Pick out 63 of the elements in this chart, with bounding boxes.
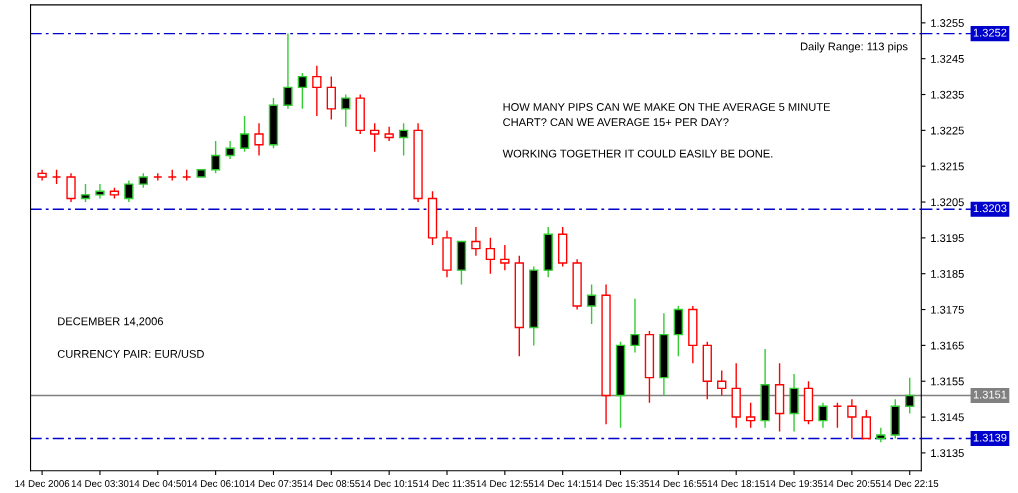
x-tick-label: 14 Dec 12:55	[476, 480, 534, 487]
candlestick	[500, 244, 510, 271]
candlestick	[745, 402, 756, 429]
x-tick-label: 14 Dec 07:35	[245, 480, 302, 487]
ref-line-label: 1.3139	[973, 433, 1007, 442]
x-tick-label: 14 Dec 08:55	[303, 480, 360, 487]
candlestick	[95, 183, 105, 200]
candlestick	[485, 237, 496, 275]
x-tick-label: 14 Dec 20:55	[823, 480, 881, 487]
y-tick-label: 1.3225	[931, 126, 964, 135]
candlestick	[847, 398, 857, 440]
candlestick	[124, 179, 134, 203]
annotation: CURRENCY PAIR: EUR/USD	[57, 349, 204, 358]
candlestick	[283, 32, 293, 110]
candlestick	[341, 93, 351, 128]
annotation: Daily Range: 113 pips	[800, 42, 908, 53]
ref-line-label: 1.3203	[973, 204, 1007, 213]
candlestick	[326, 75, 336, 121]
candlestick	[239, 115, 250, 153]
x-tick-label: 14 Dec 2006	[15, 480, 70, 487]
candlestick	[586, 283, 597, 325]
y-tick-label: 1.3135	[931, 449, 964, 458]
candlestick	[210, 140, 221, 175]
candlestick	[66, 172, 76, 203]
y-tick-label: 1.3245	[931, 54, 964, 63]
candlestick	[297, 72, 308, 110]
x-tick-label: 14 Dec 11:35	[419, 480, 476, 487]
y-tick-label: 1.3195	[931, 234, 964, 243]
x-tick-label: 14 Dec 16:55	[650, 480, 707, 487]
candlestick	[818, 402, 828, 429]
y-tick-label: 1.3235	[931, 90, 964, 99]
candlestick	[905, 376, 915, 415]
candlestick	[398, 122, 409, 157]
candlestick	[370, 122, 380, 153]
x-tick-label: 14 Dec 14:15	[534, 480, 592, 487]
x-tick-label: 14 Dec 03:30	[71, 480, 129, 487]
x-tick-label: 14 Dec 15:35	[592, 480, 650, 487]
candlestick	[312, 65, 322, 117]
x-tick-label: 14 Dec 04:50	[129, 480, 187, 487]
candlestick	[384, 126, 394, 142]
x-tick-label: 14 Dec 19:35	[765, 480, 823, 487]
y-tick-label: 1.3205	[931, 198, 964, 207]
y-tick-label: 1.3175	[931, 305, 964, 314]
x-tick-label: 14 Dec 10:15	[360, 480, 418, 487]
x-tick-label: 14 Dec 22:15	[881, 480, 939, 487]
x-tick-label: 14 Dec 06:10	[187, 480, 245, 487]
y-tick-label: 1.3155	[931, 377, 964, 386]
candlestick	[254, 122, 264, 157]
annotation: WORKING TOGETHER IT COULD EASILY BE DONE.	[502, 149, 773, 158]
candlestick	[861, 409, 872, 440]
candlestick	[471, 226, 481, 257]
x-tick-label: 14 Dec 18:15	[708, 480, 765, 487]
annotation: DECEMBER 14,2006	[58, 317, 163, 327]
ref-line-label: 1.3151	[973, 390, 1007, 399]
y-tick-label: 1.3255	[931, 19, 964, 27]
candlestick	[717, 369, 727, 397]
y-tick-label: 1.3145	[931, 413, 964, 422]
y-tick-label: 1.3165	[931, 341, 964, 350]
y-tick-label: 1.3215	[931, 162, 964, 171]
candlestick	[630, 298, 640, 354]
ref-line-label: 1.3252	[973, 28, 1007, 37]
y-tick-label: 1.3185	[931, 269, 964, 278]
annotation: HOW MANY PIPS CAN WE MAKE ON THE AVERAGE 5 MINUTE CHART? CAN WE AVERAGE 15+ PER DAY?	[503, 103, 831, 127]
